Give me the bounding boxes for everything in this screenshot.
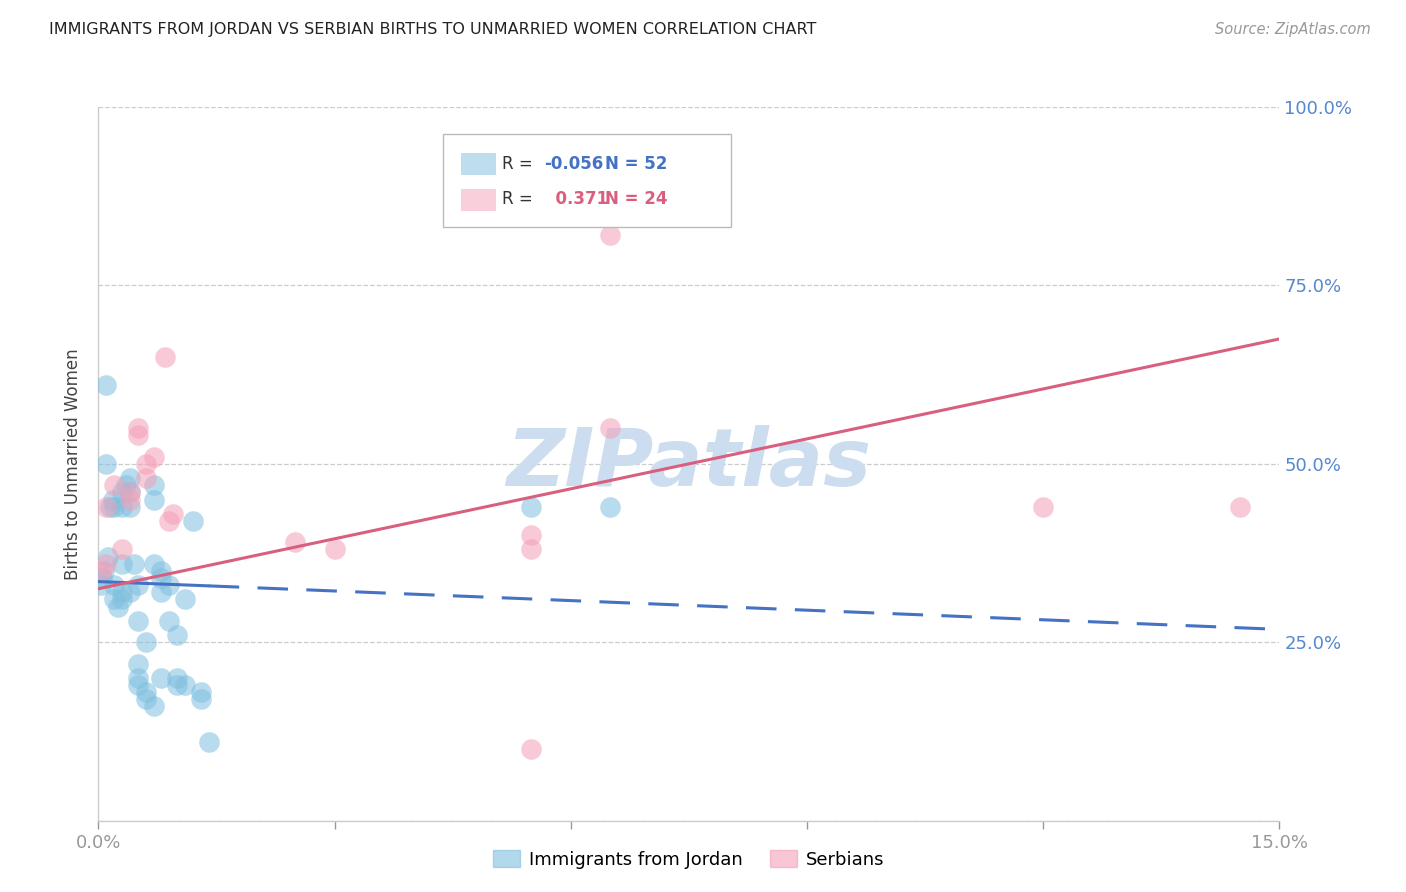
Text: ZIPatlas: ZIPatlas (506, 425, 872, 503)
Point (111, 500, 134, 514)
Point (323, 542, 346, 557)
Point (135, 471, 157, 485)
Text: N = 24: N = 24 (605, 190, 666, 208)
Point (103, 592, 125, 607)
Point (118, 485, 141, 500)
Point (115, 478, 138, 492)
Point (520, 742, 543, 756)
Point (190, 685, 212, 699)
Point (90, 564, 112, 578)
Point (127, 428, 149, 442)
Point (118, 471, 141, 485)
Y-axis label: Births to Unmarried Women: Births to Unmarried Women (65, 348, 83, 580)
Text: R =: R = (502, 190, 538, 208)
Point (107, 599, 129, 614)
Point (135, 635, 157, 649)
Point (118, 500, 141, 514)
Point (150, 585, 173, 599)
Text: -0.056: -0.056 (544, 154, 603, 173)
Point (96, 500, 118, 514)
Point (98, 500, 121, 514)
Point (135, 685, 157, 699)
Point (166, 628, 188, 642)
Point (127, 614, 149, 628)
Point (135, 457, 157, 471)
Point (150, 571, 173, 585)
Point (97, 549, 120, 564)
Point (118, 492, 141, 507)
Point (599, 500, 621, 514)
Point (142, 450, 165, 464)
Point (111, 542, 134, 557)
Point (111, 557, 134, 571)
Point (90, 578, 112, 592)
Point (157, 578, 180, 592)
Point (111, 592, 134, 607)
Point (111, 485, 134, 500)
Point (142, 699, 165, 714)
Point (1032, 500, 1054, 514)
Point (103, 500, 125, 514)
Point (520, 528, 543, 542)
Point (155, 350, 177, 364)
Text: Source: ZipAtlas.com: Source: ZipAtlas.com (1215, 22, 1371, 37)
Point (599, 421, 621, 435)
Point (162, 507, 184, 521)
Point (96, 378, 118, 392)
Point (91, 571, 114, 585)
Point (127, 657, 149, 671)
Point (157, 514, 180, 528)
Point (127, 678, 149, 692)
Point (122, 557, 145, 571)
Point (103, 578, 125, 592)
Point (142, 478, 165, 492)
Point (127, 671, 149, 685)
Point (157, 614, 180, 628)
Point (142, 557, 165, 571)
Point (127, 578, 149, 592)
Point (103, 478, 125, 492)
Point (142, 492, 165, 507)
Point (111, 585, 134, 599)
Point (96, 457, 118, 471)
Point (166, 671, 188, 685)
Point (197, 735, 219, 749)
Text: 0.371: 0.371 (544, 190, 609, 208)
Point (135, 692, 157, 706)
Point (96, 557, 118, 571)
Point (181, 514, 204, 528)
Point (150, 564, 173, 578)
Point (174, 678, 197, 692)
Legend: Immigrants from Jordan, Serbians: Immigrants from Jordan, Serbians (486, 843, 891, 876)
Point (520, 542, 543, 557)
Point (1229, 500, 1251, 514)
Point (190, 692, 212, 706)
Point (118, 585, 141, 599)
Point (599, 228, 621, 243)
Point (166, 678, 188, 692)
Text: IMMIGRANTS FROM JORDAN VS SERBIAN BIRTHS TO UNMARRIED WOMEN CORRELATION CHART: IMMIGRANTS FROM JORDAN VS SERBIAN BIRTHS… (49, 22, 817, 37)
Point (101, 492, 124, 507)
Point (127, 421, 149, 435)
Point (520, 500, 543, 514)
Point (284, 535, 307, 549)
Point (93, 564, 115, 578)
Text: R =: R = (502, 154, 538, 173)
Point (150, 671, 173, 685)
Point (174, 592, 197, 607)
Point (118, 485, 141, 500)
Text: N = 52: N = 52 (605, 154, 666, 173)
